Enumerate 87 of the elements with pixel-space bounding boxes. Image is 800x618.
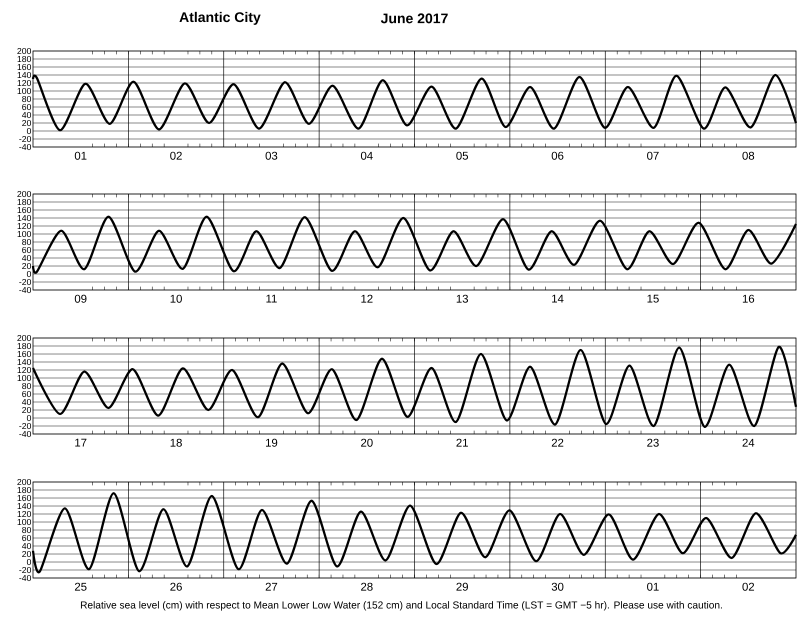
y-tick-label: 160 <box>18 494 32 502</box>
y-tick-label: 40 <box>22 398 32 406</box>
y-tick-label: 120 <box>18 510 32 518</box>
y-tick-label: 160 <box>18 64 32 70</box>
y-tick-label: 120 <box>18 366 32 374</box>
y-tick-label: 60 <box>22 246 32 254</box>
y-tick-label: -40 <box>19 574 32 582</box>
y-tick-label: 80 <box>22 238 32 246</box>
y-tick-label: 200 <box>17 334 32 342</box>
y-tick-label: 40 <box>22 112 32 118</box>
y-tick-label: 0 <box>26 558 32 566</box>
y-tick-label: 140 <box>18 502 32 510</box>
x-tick-label: 03 <box>266 152 278 160</box>
x-tick-label: 29 <box>456 582 468 591</box>
y-tick-label: 180 <box>18 342 32 350</box>
x-tick-label: 28 <box>361 582 373 591</box>
x-tick-label: 09 <box>74 294 86 303</box>
x-tick-label: 02 <box>170 152 182 160</box>
y-tick-label: 80 <box>22 96 32 102</box>
y-tick-label: 20 <box>22 406 32 414</box>
y-tick-label: -40 <box>19 286 32 294</box>
y-tick-label: -20 <box>19 566 32 574</box>
y-tick-label: -40 <box>19 430 32 438</box>
y-tick-label: 100 <box>18 230 32 238</box>
y-tick-label: 140 <box>18 358 32 366</box>
y-tick-label: 0 <box>26 128 32 134</box>
y-tick-label: 60 <box>22 534 32 542</box>
x-tick-label: 11 <box>266 294 277 303</box>
y-tick-label: 200 <box>17 478 32 486</box>
x-tick-label: 16 <box>742 294 754 303</box>
x-tick-label: 25 <box>74 582 87 591</box>
x-tick-label: 04 <box>360 152 373 160</box>
x-tick-label: 27 <box>266 582 278 591</box>
y-tick-label: 200 <box>17 48 32 54</box>
y-tick-label: -20 <box>19 278 32 286</box>
y-tick-label: 60 <box>22 390 32 398</box>
y-tick-label: 140 <box>18 214 32 222</box>
y-tick-label: 180 <box>18 56 32 62</box>
y-tick-label: 40 <box>22 542 32 550</box>
x-tick-label: 30 <box>552 582 564 591</box>
x-tick-label: 19 <box>266 438 278 447</box>
y-tick-label: 140 <box>18 72 32 78</box>
x-tick-label: 02 <box>742 582 754 591</box>
y-tick-label: -20 <box>19 422 32 430</box>
x-tick-label: 18 <box>170 438 182 447</box>
x-tick-label: 08 <box>742 152 754 160</box>
y-tick-label: 100 <box>18 518 32 526</box>
x-tick-label: 22 <box>552 438 564 447</box>
x-tick-label: 12 <box>361 294 373 303</box>
y-tick-label: 0 <box>26 414 32 422</box>
x-tick-label: 05 <box>456 152 468 160</box>
x-tick-label: 14 <box>552 294 564 303</box>
y-tick-label: -40 <box>19 144 32 150</box>
x-tick-label: 01 <box>74 152 86 160</box>
y-tick-label: 20 <box>22 120 32 126</box>
y-tick-label: 40 <box>22 254 32 262</box>
y-tick-label: 20 <box>22 262 32 270</box>
y-tick-label: 200 <box>17 190 32 198</box>
x-tick-label: 24 <box>742 438 754 447</box>
y-tick-label: 180 <box>18 486 32 494</box>
text: Relative sea level (cm) with respect to Mean Lower Low Water (152 cm) and Local Standard Time (LST = GMT −5 hr). Please use with caution. <box>80 601 722 611</box>
y-tick-label: 180 <box>18 198 32 206</box>
x-tick-label: 26 <box>170 582 182 591</box>
x-tick-label: 07 <box>647 152 659 160</box>
y-tick-label: 100 <box>18 374 32 382</box>
y-tick-label: 80 <box>22 382 32 390</box>
x-tick-label: 20 <box>361 438 373 447</box>
chart-subtitle: June 2017 <box>380 13 448 24</box>
x-tick-label: 17 <box>75 438 86 447</box>
y-tick-label: 160 <box>18 206 32 214</box>
y-tick-label: 20 <box>22 550 32 558</box>
y-tick-label: 120 <box>18 222 32 230</box>
y-tick-label: 80 <box>22 526 32 534</box>
y-tick-label: 0 <box>26 270 32 278</box>
x-tick-label: 23 <box>647 438 659 447</box>
x-tick-label: 01 <box>647 582 659 591</box>
y-tick-label: 60 <box>22 104 32 110</box>
x-tick-label: 21 <box>456 438 468 447</box>
y-tick-label: 120 <box>18 80 32 86</box>
x-tick-label: 10 <box>170 294 182 303</box>
y-tick-label: 160 <box>18 350 32 358</box>
y-tick-label: -20 <box>19 136 32 142</box>
chart-title: Atlantic City <box>179 12 261 25</box>
x-tick-label: 13 <box>456 294 468 303</box>
x-tick-label: 06 <box>552 152 564 160</box>
y-tick-label: 100 <box>18 88 32 94</box>
x-tick-label: 15 <box>647 294 659 303</box>
